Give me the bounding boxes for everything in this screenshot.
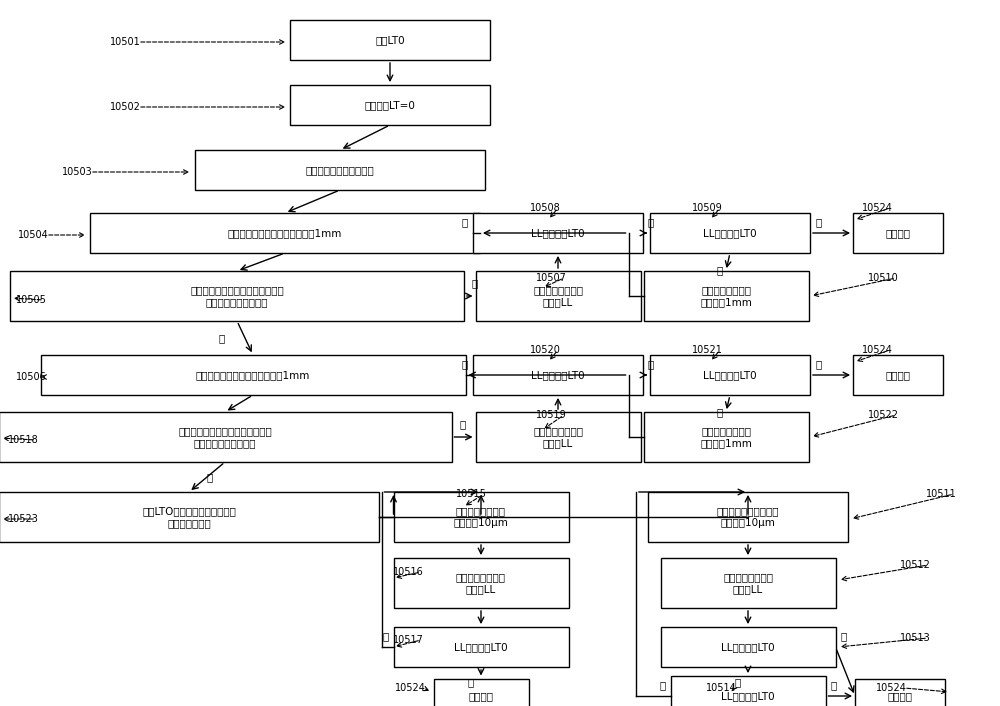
Text: 10506: 10506: [16, 372, 47, 382]
Bar: [660, 558, 836, 608]
Bar: [394, 492, 568, 542]
Text: 是: 是: [830, 680, 837, 690]
Text: 读取双频激光干涉
仪数据LL: 读取双频激光干涉 仪数据LL: [456, 572, 506, 594]
Bar: [290, 20, 490, 60]
Bar: [40, 355, 466, 395]
Text: 10517: 10517: [393, 635, 424, 645]
Text: 10510: 10510: [868, 273, 899, 283]
Text: 读取双频激光干涉
仪数据LL: 读取双频激光干涉 仪数据LL: [723, 572, 773, 594]
Bar: [853, 213, 943, 253]
Bar: [644, 412, 808, 462]
Bar: [476, 271, 640, 321]
Text: 10519: 10519: [536, 410, 567, 420]
Text: 与电控位移台控制器通信: 与电控位移台控制器通信: [306, 165, 374, 175]
Text: 10524: 10524: [395, 683, 426, 693]
Text: 否: 否: [472, 278, 478, 288]
Text: 10524: 10524: [862, 203, 893, 213]
Text: LL是否等于LT0: LL是否等于LT0: [703, 228, 757, 238]
Text: LL是否等于LT0: LL是否等于LT0: [703, 370, 757, 380]
Text: 否: 否: [659, 680, 666, 690]
Text: 10516: 10516: [393, 567, 424, 577]
Bar: [855, 678, 945, 706]
Bar: [10, 271, 464, 321]
Text: 是: 是: [815, 217, 821, 227]
Bar: [0, 492, 379, 542]
Bar: [473, 213, 643, 253]
Bar: [0, 412, 452, 462]
Bar: [90, 213, 480, 253]
Bar: [660, 627, 836, 667]
Text: 10513: 10513: [900, 633, 931, 643]
Text: 10515: 10515: [456, 489, 487, 499]
Text: 10524: 10524: [862, 345, 893, 355]
Bar: [195, 150, 485, 190]
Text: LL是否等于LT0: LL是否等于LT0: [721, 691, 775, 701]
Text: 控制长距离电控位移台增加移动1mm: 控制长距离电控位移台增加移动1mm: [228, 228, 342, 238]
Text: 10501: 10501: [110, 37, 141, 47]
Bar: [644, 271, 808, 321]
Bar: [650, 213, 810, 253]
Text: 读取高精度电控位移台限位开关信
息，是否遇到限位开关: 读取高精度电控位移台限位开关信 息，是否遇到限位开关: [178, 426, 272, 448]
Text: 读取长距离电控位移台限位开关信
息，是否遇到限位开关: 读取长距离电控位移台限位开关信 息，是否遇到限位开关: [190, 285, 284, 307]
Text: 否: 否: [717, 265, 723, 275]
Text: 移动完毕: 移动完毕: [886, 228, 910, 238]
Text: 否: 否: [735, 677, 741, 687]
Bar: [476, 412, 640, 462]
Bar: [394, 558, 568, 608]
Text: 10511: 10511: [926, 489, 957, 499]
Text: 控制高精度电控位
移台退回1mm: 控制高精度电控位 移台退回1mm: [700, 426, 752, 448]
Text: 10522: 10522: [868, 410, 899, 420]
Text: 控制高精度电控位移台增加移动1mm: 控制高精度电控位移台增加移动1mm: [196, 370, 310, 380]
Bar: [434, 678, 528, 706]
Text: 10503: 10503: [62, 167, 93, 177]
Text: 是: 是: [207, 472, 213, 482]
Text: LL是否小于LT0: LL是否小于LT0: [531, 228, 585, 238]
Text: LL是否小于LT0: LL是否小于LT0: [531, 370, 585, 380]
Text: 10505: 10505: [16, 295, 47, 305]
Text: 是: 是: [840, 631, 847, 641]
Text: 移动完毕: 移动完毕: [886, 370, 910, 380]
Bar: [670, 676, 826, 706]
Text: 否: 否: [648, 359, 654, 369]
Bar: [650, 355, 810, 395]
Bar: [648, 492, 848, 542]
Text: 10507: 10507: [536, 273, 567, 283]
Bar: [853, 355, 943, 395]
Text: 10523: 10523: [8, 514, 39, 524]
Text: 控制高精度电控位移台
增加移动10μm: 控制高精度电控位移台 增加移动10μm: [717, 506, 779, 528]
Text: 是: 是: [815, 359, 821, 369]
Text: 10509: 10509: [692, 203, 723, 213]
Text: 10524: 10524: [876, 683, 907, 693]
Text: 获取LT0: 获取LT0: [375, 35, 405, 45]
Text: 否: 否: [460, 419, 466, 429]
Text: LL是否小于LT0: LL是否小于LT0: [721, 642, 775, 652]
Text: 是: 是: [219, 333, 225, 343]
Text: 读取双频激光干涉
仪数据LL: 读取双频激光干涉 仪数据LL: [533, 285, 583, 307]
Text: LL是否小于LT0: LL是否小于LT0: [454, 642, 508, 652]
Text: 否: 否: [717, 407, 723, 417]
Text: 10512: 10512: [900, 560, 931, 570]
Text: 10502: 10502: [110, 102, 141, 112]
Bar: [290, 85, 490, 125]
Text: 10514: 10514: [706, 683, 737, 693]
Text: 否: 否: [468, 677, 474, 687]
Text: 10520: 10520: [530, 345, 561, 355]
Text: 是: 是: [462, 217, 468, 227]
Text: 10521: 10521: [692, 345, 723, 355]
Text: 移动距离LT=0: 移动距离LT=0: [365, 100, 415, 110]
Text: 读取双频激光干涉
仪数据LL: 读取双频激光干涉 仪数据LL: [533, 426, 583, 448]
Text: 10518: 10518: [8, 435, 39, 445]
Text: 是: 是: [462, 359, 468, 369]
Text: 10508: 10508: [530, 203, 561, 213]
Text: 控制长距离电控位
移台退回1mm: 控制长距离电控位 移台退回1mm: [700, 285, 752, 307]
Bar: [473, 355, 643, 395]
Text: 移动完毕: 移动完毕: [888, 691, 912, 701]
Text: 是: 是: [382, 631, 388, 641]
Text: 控制长距离电控位
移台退回10μm: 控制长距离电控位 移台退回10μm: [454, 506, 508, 528]
Bar: [394, 627, 568, 667]
Text: 移动完毕: 移动完毕: [468, 691, 494, 701]
Text: 10504: 10504: [18, 230, 49, 240]
Text: 长度LTO超过电控位移台总移动
范围，移动出错: 长度LTO超过电控位移台总移动 范围，移动出错: [142, 506, 236, 528]
Text: 否: 否: [648, 217, 654, 227]
